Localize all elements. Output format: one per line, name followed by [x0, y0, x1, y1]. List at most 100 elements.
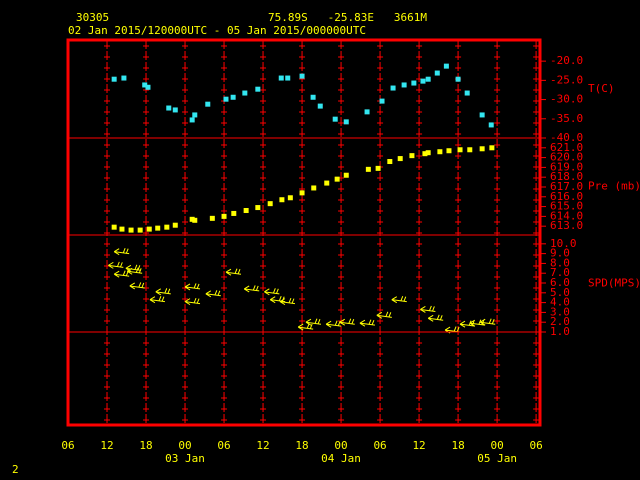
wind-arrow — [427, 314, 444, 322]
point — [230, 94, 236, 100]
x-tick-label: 00 — [490, 439, 503, 452]
wind-arrow-shape — [269, 295, 286, 304]
point — [425, 150, 431, 156]
point — [334, 176, 340, 182]
wind-arrow — [225, 268, 242, 276]
y-tick-label: 7.0 — [550, 266, 570, 279]
x-tick-label: 18 — [295, 439, 308, 452]
y-tick-label: -35.0 — [550, 112, 583, 125]
y-tick-label: 4.0 — [550, 296, 570, 309]
point — [489, 145, 495, 151]
x-tick-label: 06 — [61, 439, 74, 452]
point — [255, 86, 261, 92]
wind-arrow-shape — [264, 288, 280, 296]
wind-arrow-shape — [125, 264, 141, 272]
station-id: 30305 — [76, 11, 109, 24]
point — [409, 153, 415, 159]
point — [479, 112, 485, 118]
wind-arrow-shape — [108, 261, 124, 269]
x-tick-label: 06 — [529, 439, 542, 452]
point — [164, 224, 170, 230]
wind-arrow-shape — [325, 320, 342, 328]
wind-arrow — [376, 311, 392, 319]
point — [479, 146, 485, 152]
wind-arrow — [129, 282, 145, 290]
point — [172, 107, 178, 113]
point — [205, 101, 211, 107]
point — [192, 112, 198, 118]
point — [317, 103, 323, 109]
point — [364, 109, 370, 115]
date-label: 05 Jan — [477, 452, 517, 465]
point — [401, 82, 407, 88]
wind-arrow-shape — [279, 297, 296, 306]
wind-arrow — [479, 318, 496, 326]
point — [119, 226, 125, 232]
y-tick-label: 619.0 — [550, 160, 583, 173]
point — [332, 116, 338, 122]
wind-arrow-shape — [469, 319, 485, 327]
wind-arrow-shape — [479, 318, 496, 326]
y-tick-label: 613.0 — [550, 219, 583, 232]
wind-arrow — [325, 320, 342, 328]
wind-arrow — [269, 295, 286, 304]
point — [387, 159, 393, 165]
point — [457, 147, 463, 153]
wind-arrow-shape — [225, 268, 242, 276]
point — [390, 85, 396, 91]
y-tick-label: 3.0 — [550, 305, 570, 318]
wind-arrow-shape — [184, 283, 201, 291]
wind-arrow — [125, 264, 141, 272]
y-tick-label: 614.0 — [550, 209, 583, 222]
y-tick-label: 2.0 — [550, 315, 570, 328]
point — [209, 215, 215, 221]
point — [311, 185, 317, 191]
point — [446, 148, 452, 154]
x-tick-label: 00 — [334, 439, 347, 452]
wind-arrow-shape — [113, 270, 130, 278]
wind-arrow-shape — [149, 295, 165, 304]
point — [411, 80, 417, 86]
wind-arrow-shape — [376, 311, 392, 319]
point — [243, 208, 249, 214]
y-tick-label: -30.0 — [550, 93, 583, 106]
y-tick-label: 617.0 — [550, 180, 583, 193]
point — [166, 105, 172, 111]
point — [223, 96, 229, 102]
wind-arrow-shape — [391, 295, 407, 304]
y-axis-label: SPD(MPS) — [588, 277, 640, 290]
point — [422, 151, 428, 157]
y-tick-label: 615.0 — [550, 200, 583, 213]
wind-arrow-shape — [297, 323, 314, 331]
point — [142, 82, 148, 88]
point — [111, 76, 117, 82]
wind-arrow-shape — [420, 305, 436, 313]
wind-arrow-shape — [113, 247, 130, 256]
point — [145, 84, 151, 90]
location: 75.89S -25.83E 3661M — [268, 11, 427, 24]
wind-arrow — [126, 267, 143, 275]
point — [379, 98, 385, 104]
wind-arrow — [391, 295, 407, 304]
point — [420, 78, 426, 84]
point — [267, 201, 273, 207]
wind-arrow-shape — [305, 318, 322, 326]
wind-arrow — [305, 318, 322, 326]
period: 02 Jan 2015/120000UTC - 05 Jan 2015/0000… — [68, 24, 366, 37]
wind-arrow — [113, 247, 130, 256]
y-tick-label: 1.0 — [550, 325, 570, 338]
point — [231, 210, 237, 216]
y-axis-label: Pre (mb) — [588, 180, 640, 193]
wind-arrow — [359, 319, 375, 327]
wind-arrow-shape — [155, 288, 171, 296]
point — [155, 225, 161, 231]
y-tick-label: -20.0 — [550, 54, 583, 67]
point — [375, 165, 381, 171]
wind-arrow — [264, 288, 280, 296]
point — [192, 217, 198, 223]
wind-arrow-shape — [339, 318, 355, 326]
x-tick-label: 18 — [139, 439, 152, 452]
point — [299, 73, 305, 79]
